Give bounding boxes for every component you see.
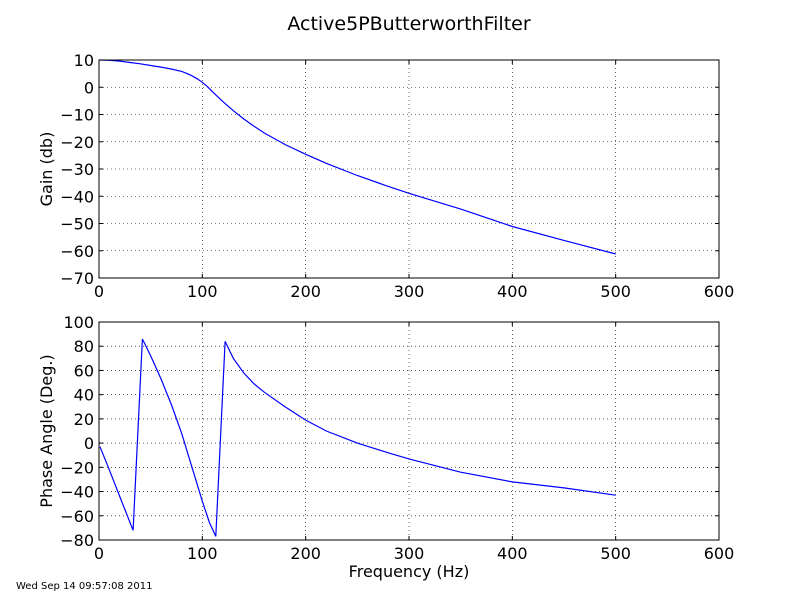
x-tick-label: 500: [600, 544, 631, 563]
y-tick-label: 0: [84, 78, 94, 97]
y-tick-label: −50: [60, 215, 94, 234]
x-tick-label: 200: [290, 282, 321, 301]
gain-ticks: [98, 59, 720, 279]
series-line: [99, 338, 616, 537]
x-tick-label: 300: [394, 282, 425, 301]
y-tick-label: 20: [74, 410, 94, 429]
gain-plot: 0 100 200 300 400 500 600100−10−20−30−40−50−60…: [37, 51, 734, 301]
frequency-x-axis-label: Frequency (Hz): [349, 562, 470, 581]
phase-plot: 0 100 200 300 400 500 600100806040200−20−40−60…: [37, 313, 734, 581]
chart-title: Active5PButterworthFilter: [287, 13, 531, 35]
timestamp: Wed Sep 14 09:57:08 2011: [16, 581, 152, 592]
y-tick-label: −70: [60, 269, 94, 288]
gain-grid: [99, 60, 719, 278]
y-tick-label: 10: [74, 51, 94, 70]
y-tick-label: −80: [60, 531, 94, 550]
phase-tick-labels: 0 100 200 300 400 500 600100806040200−20−40−60…: [60, 313, 734, 563]
x-tick-label: 400: [497, 282, 528, 301]
y-tick-label: −40: [60, 187, 94, 206]
x-tick-label: 200: [290, 544, 321, 563]
x-tick-label: 100: [187, 282, 218, 301]
x-tick-label: 400: [497, 544, 528, 563]
gain-tick-labels: 0 100 200 300 400 500 600100−10−20−30−40−50−60…: [60, 51, 734, 301]
x-tick-label: 500: [600, 282, 631, 301]
x-tick-label: 0: [94, 282, 104, 301]
gain-y-axis-label: Gain (db): [37, 132, 56, 207]
y-tick-label: −40: [60, 483, 94, 502]
phase-ticks: [98, 321, 720, 541]
y-tick-label: 100: [63, 313, 94, 332]
phase-y-axis-label: Phase Angle (Deg.): [37, 354, 56, 507]
y-tick-label: −20: [60, 458, 94, 477]
x-tick-label: 0: [94, 544, 104, 563]
y-tick-label: −60: [60, 242, 94, 261]
y-tick-label: −30: [60, 160, 94, 179]
y-tick-label: 0: [84, 434, 94, 453]
y-tick-label: −20: [60, 133, 94, 152]
gain-series: [99, 59, 616, 255]
y-tick-label: 40: [74, 386, 94, 405]
y-tick-label: −60: [60, 507, 94, 526]
series-line: [99, 59, 616, 255]
x-tick-label: 300: [394, 544, 425, 563]
x-tick-label: 100: [187, 544, 218, 563]
phase-grid: [99, 322, 719, 540]
y-tick-label: −10: [60, 106, 94, 125]
x-tick-label: 600: [704, 282, 735, 301]
x-tick-label: 600: [704, 544, 735, 563]
y-tick-label: 60: [74, 361, 94, 380]
y-tick-label: 80: [74, 337, 94, 356]
phase-series: [99, 338, 616, 537]
